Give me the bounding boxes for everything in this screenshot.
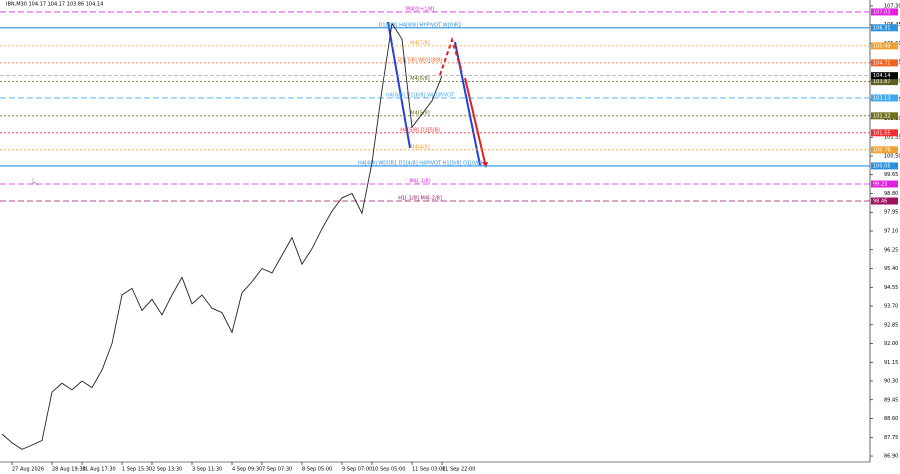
y-tick-label: 101.35 [884, 135, 900, 141]
price-box-label: 99.23 [873, 182, 887, 188]
x-tick-label: 8 Sep 05:00 [302, 467, 332, 473]
y-tick-label: 97.10 [884, 229, 898, 235]
price-box-label: 100.05 [873, 163, 891, 169]
y-tick-label: 92.00 [884, 341, 898, 347]
level-label: M4[-1/8] [409, 179, 430, 185]
y-tick-label: 98.80 [884, 191, 898, 197]
current-price-box [871, 72, 898, 80]
price-box-label: 106.31 [873, 25, 891, 31]
y-tick-label: 96.25 [884, 247, 898, 253]
x-tick-label: 11 Sep 03:00 [412, 467, 445, 473]
y-tick-label: 88.60 [884, 416, 898, 422]
price-box-label: 101.55 [873, 130, 891, 136]
price-box-label: 104.72 [873, 60, 891, 66]
y-tick-label: 93.70 [884, 304, 898, 310]
level-label: H4[4/8] W[0]R1 D1[4/8] H4PIVOT H1[0/8] D… [358, 160, 482, 166]
y-tick-label: 94.55 [884, 285, 898, 291]
level-label: H4[5/8] D1[5/8] [400, 127, 440, 133]
y-tick-label: 86.90 [884, 454, 898, 460]
x-tick-label: 4 Sep 09:30 [232, 467, 262, 473]
price-line [1, 22, 443, 450]
price-box-label: 102.32 [873, 113, 891, 119]
y-tick-label: 100.50 [884, 153, 900, 159]
price-box [871, 42, 898, 50]
y-tick-label: 99.65 [884, 172, 898, 178]
x-tick-label: 31 Aug 17:30 [82, 467, 116, 473]
price-box-label: 98.46 [873, 198, 887, 204]
red-arrow [464, 77, 486, 164]
y-tick-label: 91.15 [884, 360, 898, 366]
level-label: H1[-1/8] M4[-2/8] [398, 195, 442, 201]
level-label: M4[4/8] [410, 144, 429, 150]
price-box [871, 129, 898, 137]
level-label: H4[6/8] D1[6/8] W[0]PIVOT [386, 92, 455, 98]
price-box [871, 112, 898, 120]
price-box [871, 94, 898, 102]
cursor [32, 178, 39, 186]
x-tick-label: 9 Sep 07:00 [342, 467, 372, 473]
price-box [871, 162, 898, 170]
x-tick-label: 2 Sep 13:30 [152, 467, 182, 473]
price-box [871, 146, 898, 154]
forecast-arrows [387, 21, 488, 168]
level-label: M4[5/8] [410, 110, 429, 116]
level-label: M4[6/8] [410, 76, 429, 82]
price-box [871, 180, 898, 188]
price-box-label: 107.03 [873, 9, 891, 15]
chart-title: IBN,M30 104.17 104.17 103.86 104.14 [6, 2, 103, 8]
x-tick-label: 3 Sep 11:30 [192, 467, 222, 473]
x-tick-label: 28 Aug 19:30 [52, 467, 86, 473]
y-tick-label: 92.85 [884, 322, 898, 328]
x-tick-label: 1 Sep 15:30 [122, 467, 152, 473]
price-box [871, 78, 898, 86]
x-tick-label: 11 Sep 22:00 [442, 467, 475, 473]
y-tick-label: 95.40 [884, 266, 898, 272]
red-dashed-arrow [439, 36, 463, 76]
current-price-label: 104.14 [873, 73, 891, 79]
y-tick-label: 107.30 [884, 3, 900, 9]
level-label: M4[7/8] [410, 40, 429, 46]
x-tick-label: 7 Sep 07:30 [262, 467, 292, 473]
y-tick-label: 87.75 [884, 435, 898, 441]
price-box [871, 24, 898, 32]
level-label: D1[8/8] H4[8/8] HYPIVOT W[0]R2 [379, 22, 462, 28]
price-box [871, 8, 898, 16]
price-box-label: 100.78 [873, 147, 891, 153]
y-tick-label: 89.45 [884, 397, 898, 403]
x-tick-label: 27 Aug 2026 [12, 467, 44, 473]
level-label: M4[0/+1/8] [406, 6, 435, 12]
y-tick-label: 97.95 [884, 210, 898, 216]
y-tick-label: 90.30 [884, 379, 898, 385]
price-box-label: 103.13 [873, 95, 891, 101]
price-box-label: 103.87 [873, 79, 891, 85]
price-box [871, 197, 898, 205]
price-box-label: 105.49 [873, 43, 891, 49]
blue-arrow [387, 21, 411, 149]
x-tick-label: 10 Sep 05:00 [372, 467, 405, 473]
level-label: D1[7/8] W[0](8/8) [398, 57, 443, 63]
blue-arrow [454, 41, 481, 166]
price-box [871, 59, 898, 67]
